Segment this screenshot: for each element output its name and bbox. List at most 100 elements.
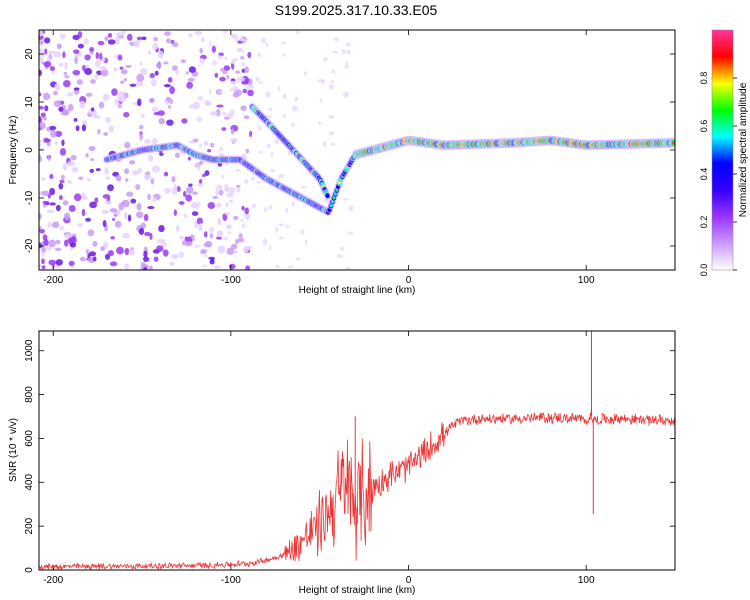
noise-blob <box>43 61 52 68</box>
noise-blob <box>147 154 154 162</box>
noise-blob <box>114 98 119 106</box>
noise-blob <box>81 192 86 199</box>
noise-blob <box>262 238 268 246</box>
noise-blob <box>345 61 349 65</box>
noise-blob <box>124 263 130 270</box>
noise-blob <box>250 176 256 181</box>
noise-blob <box>228 263 236 270</box>
noise-blob <box>59 33 66 40</box>
noise-blob <box>214 72 219 78</box>
noise-blob <box>210 257 215 262</box>
noise-blob <box>94 72 99 80</box>
noise-blob <box>144 231 151 237</box>
noise-blob <box>46 209 54 214</box>
colorbar-tick-label: 0.0 <box>699 264 709 277</box>
noise-blob <box>64 232 72 239</box>
colorbar-gradient <box>712 30 733 270</box>
noise-blob <box>328 83 334 90</box>
noise-blob <box>163 61 169 65</box>
noise-blob <box>156 62 162 69</box>
noise-blob <box>204 240 213 248</box>
noise-blob <box>243 115 250 120</box>
noise-blob <box>247 51 252 59</box>
noise-blob <box>171 175 176 183</box>
noise-blob <box>73 193 82 202</box>
noise-blob <box>219 76 226 82</box>
noise-blob <box>148 98 155 103</box>
noise-blob <box>282 93 287 99</box>
noise-blob <box>188 183 193 187</box>
noise-blob <box>97 129 101 135</box>
noise-blob <box>215 188 219 197</box>
noise-blob <box>67 160 76 167</box>
noise-blob <box>175 225 180 233</box>
noise-blob <box>135 211 144 219</box>
noise-blob <box>70 154 77 161</box>
noise-blob <box>58 106 64 112</box>
noise-blob <box>226 74 230 80</box>
noise-blob <box>208 88 212 94</box>
noise-blob <box>197 182 204 187</box>
noise-blob <box>196 116 203 123</box>
noise-blob <box>62 163 68 171</box>
noise-blob <box>183 213 188 218</box>
noise-blob <box>187 77 195 82</box>
noise-blob <box>139 68 148 75</box>
noise-blob <box>44 48 48 55</box>
noise-blob <box>178 251 185 258</box>
noise-blob <box>103 241 109 250</box>
noise-blob <box>223 65 231 71</box>
noise-blob <box>263 207 268 213</box>
noise-blob <box>156 245 164 252</box>
noise-blob <box>290 122 295 128</box>
noise-blob <box>151 106 159 112</box>
noise-blob <box>123 77 128 82</box>
noise-blob <box>224 56 228 61</box>
spectrogram-y-tick-label: 20 <box>24 48 35 60</box>
noise-blob <box>217 245 226 254</box>
noise-blob <box>151 165 160 173</box>
noise-blob <box>285 224 290 229</box>
noise-blob <box>70 242 77 248</box>
noise-blob <box>221 111 227 117</box>
snr-y-tick-label: 0 <box>24 567 35 573</box>
noise-blob <box>136 202 142 211</box>
noise-blob <box>107 184 114 192</box>
spectrogram-heat-layer <box>39 30 675 270</box>
noise-blob <box>192 101 200 110</box>
noise-blob <box>125 64 132 69</box>
noise-blob <box>197 201 201 208</box>
noise-blob <box>140 113 145 118</box>
noise-blob <box>44 245 53 251</box>
noise-blob <box>107 39 116 45</box>
noise-blob <box>192 191 198 196</box>
noise-blob <box>249 130 253 138</box>
noise-blob <box>103 132 109 136</box>
noise-blob <box>158 224 165 233</box>
noise-blob <box>116 246 124 255</box>
noise-blob <box>341 49 347 54</box>
noise-blob <box>51 221 60 229</box>
noise-blob <box>188 66 196 73</box>
noise-blob <box>112 217 116 222</box>
spectrogram-x-tick-label: 100 <box>578 275 595 286</box>
noise-blob <box>233 85 237 91</box>
colorbar-frame <box>711 29 734 271</box>
noise-blob <box>88 251 97 257</box>
noise-blob <box>39 48 44 52</box>
noise-blob <box>125 178 129 182</box>
noise-blob <box>343 198 350 201</box>
noise-blob <box>265 42 269 48</box>
spectrogram-x-tick-label: -100 <box>221 275 241 286</box>
noise-blob <box>149 72 155 79</box>
noise-blob <box>300 229 305 235</box>
noise-blob <box>102 220 107 228</box>
noise-blob <box>54 247 62 252</box>
noise-blob <box>138 81 144 86</box>
spectrogram-y-label: Frequency (Hz) <box>8 116 19 185</box>
noise-blob <box>346 49 351 55</box>
noise-blob <box>234 34 239 42</box>
noise-blob <box>236 76 242 83</box>
noise-blob <box>173 183 177 192</box>
noise-blob <box>117 54 123 61</box>
